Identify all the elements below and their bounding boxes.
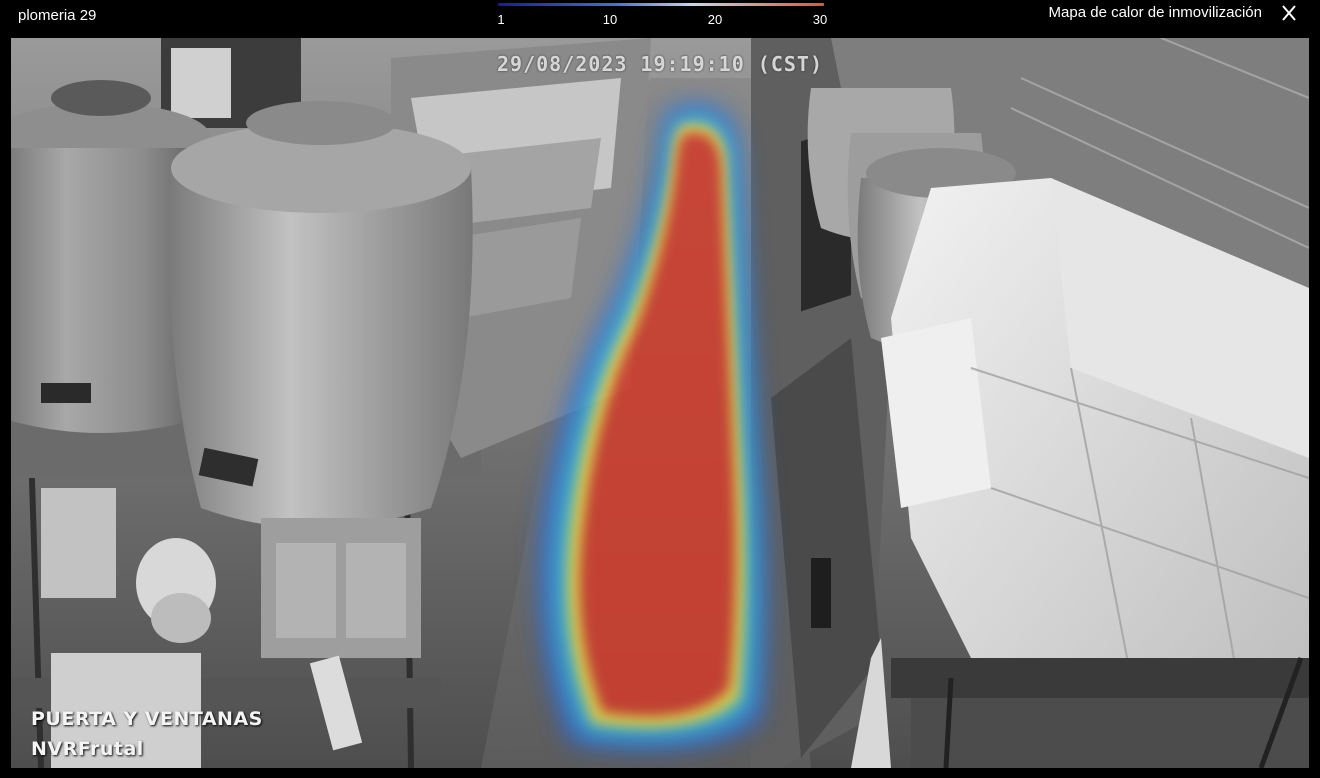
osd-nvr-label: NVRFrutal	[31, 738, 144, 760]
top-bar: plomeria 29 1 10 20 30 Mapa de calor de …	[0, 0, 1320, 36]
heatmap-overlay	[539, 104, 766, 750]
legend-tick-20: 20	[707, 12, 723, 27]
close-icon	[1282, 5, 1296, 21]
osd-timestamp: 29/08/2023 19:19:10 (CST)	[496, 52, 824, 76]
legend-tick-10: 10	[602, 12, 618, 27]
close-button[interactable]	[1278, 3, 1300, 23]
camera-video-frame[interactable]: 29/08/2023 19:19:10 (CST) PUERTA Y VENTA…	[11, 38, 1309, 768]
legend-gradient-bar	[498, 3, 824, 6]
legend-tick-30: 30	[812, 12, 828, 27]
legend-tick-1: 1	[497, 12, 505, 27]
osd-location-label: PUERTA Y VENTANAS	[31, 708, 263, 730]
camera-name: plomeria 29	[18, 7, 97, 24]
heat-legend: 1 10 20 30	[496, 3, 828, 33]
mode-title: Mapa de calor de inmovilización	[1048, 4, 1262, 21]
warehouse-scene	[11, 38, 1309, 768]
